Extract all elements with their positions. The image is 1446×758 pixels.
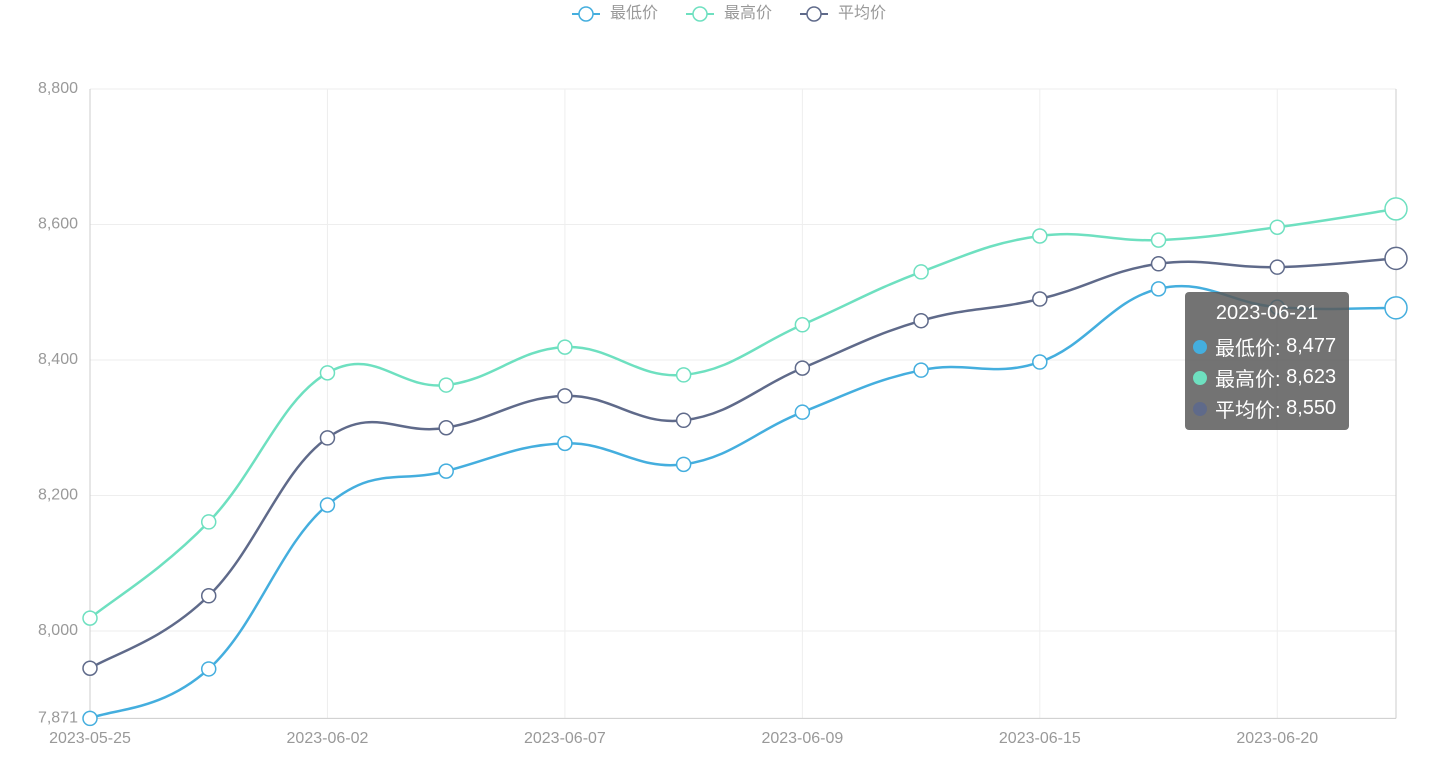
y-tick-label: 8,200 [38, 487, 78, 504]
tooltip-series-name: 平均价 [1215, 394, 1286, 423]
data-point [913, 264, 929, 280]
data-point [913, 362, 929, 378]
y-tick-label: 8,400 [38, 351, 78, 368]
tooltip-value: 8,550 [1286, 397, 1337, 419]
data-point [1269, 219, 1286, 235]
legend-item[interactable]: 最高价 [686, 4, 772, 22]
data-point [319, 365, 336, 381]
legend-label: 最高价 [724, 4, 772, 22]
data-point [82, 660, 98, 677]
data-point [1384, 246, 1408, 271]
x-tick-label: 2023-06-20 [1236, 730, 1318, 747]
y-tick-label: 7,871 [38, 710, 78, 727]
tooltip-title: 2023-06-21 [1215, 302, 1319, 324]
data-point [794, 317, 811, 333]
data-point [794, 404, 811, 420]
data-point [1032, 291, 1048, 307]
y-tick-label: 8,000 [38, 622, 78, 639]
data-point [1384, 296, 1408, 320]
data-point [82, 610, 98, 626]
x-tick-label: 2023-06-02 [287, 730, 369, 747]
data-point [1150, 256, 1167, 272]
legend-marker [578, 6, 594, 22]
data-point [1032, 354, 1048, 370]
legend-label: 平均价 [838, 4, 886, 22]
data-point [557, 388, 573, 404]
data-point [675, 412, 692, 429]
x-tick-label: 2023-06-15 [999, 730, 1081, 747]
data-point [794, 360, 811, 376]
tooltip-row: 最低价8,477 [1193, 331, 1341, 362]
data-point [913, 312, 929, 329]
tooltip-marker [1193, 339, 1207, 354]
data-point [557, 339, 573, 355]
data-point [319, 430, 336, 446]
data-point [1150, 232, 1167, 248]
data-point [675, 367, 692, 383]
data-point [319, 497, 336, 513]
data-point [1032, 228, 1048, 244]
data-point [200, 588, 217, 604]
tooltip-row: 平均价8,550 [1193, 393, 1341, 424]
tooltip-value: 8,477 [1286, 335, 1337, 357]
legend-marker [692, 6, 708, 22]
tooltip: 2023-06-21 最低价8,477最高价8,623平均价8,550 [1185, 292, 1349, 430]
tooltip-marker [1193, 401, 1207, 416]
data-point [1150, 281, 1167, 297]
data-point [1384, 197, 1408, 221]
x-tick-label: 2023-05-25 [49, 730, 131, 747]
legend-marker [806, 6, 822, 22]
data-point [1269, 259, 1286, 275]
tooltip-row: 最高价8,623 [1193, 362, 1341, 393]
x-tick-label: 2023-06-07 [524, 730, 606, 747]
data-point [438, 420, 454, 436]
x-tick-label: 2023-06-09 [761, 730, 843, 747]
tooltip-series-name: 最高价 [1215, 363, 1286, 392]
data-point [200, 514, 217, 530]
data-point [200, 661, 217, 677]
data-point [438, 463, 454, 479]
data-point [438, 377, 454, 393]
data-point [675, 456, 692, 473]
tooltip-value: 8,623 [1286, 366, 1337, 388]
legend-item[interactable]: 平均价 [800, 4, 886, 22]
tooltip-marker [1193, 370, 1207, 385]
legend-label: 最低价 [610, 4, 658, 22]
tooltip-series-name: 最低价 [1215, 332, 1286, 361]
data-point [557, 435, 573, 452]
y-tick-label: 8,600 [38, 216, 78, 233]
data-point [82, 710, 98, 727]
y-tick-label: 8,800 [38, 80, 78, 97]
legend-item[interactable]: 最低价 [572, 4, 658, 22]
